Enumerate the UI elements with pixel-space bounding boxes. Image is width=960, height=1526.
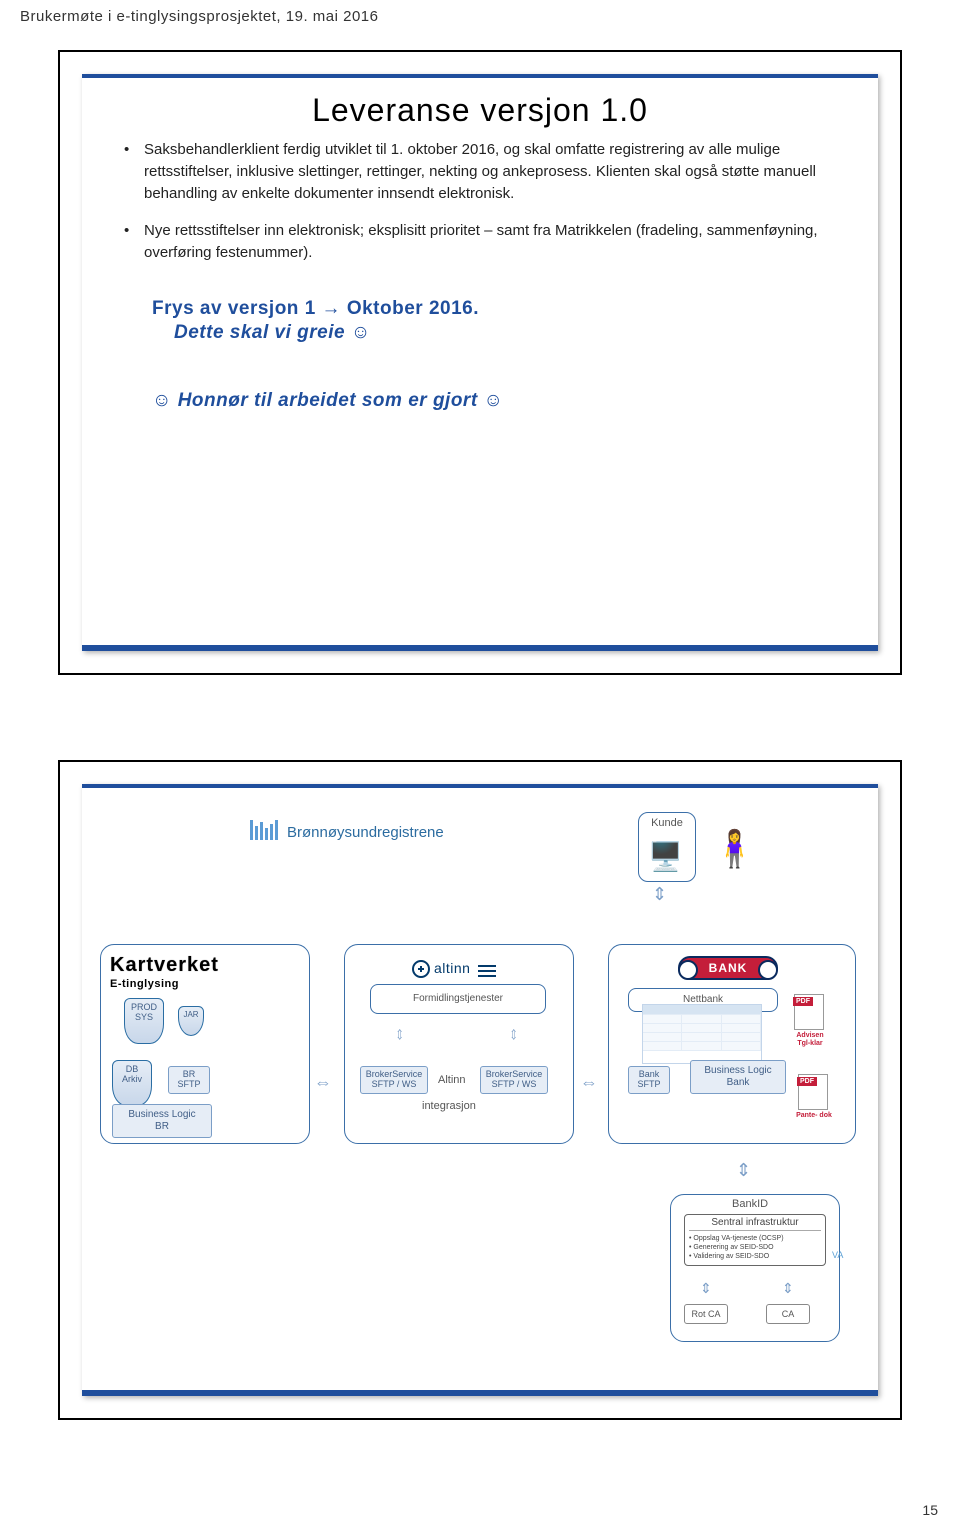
bl-bank-box: Business Logic Bank <box>690 1060 786 1094</box>
computer-icon: 🖥️ <box>648 840 683 873</box>
kartverket-sub: E-tinglysing <box>110 978 179 990</box>
broker1-label: BrokerService SFTP / WS <box>366 1069 423 1089</box>
bronnoy-label: Brønnøysundregistrene <box>287 824 444 841</box>
slide1-frame: Leveranse versjon 1.0 Saksbehandlerklien… <box>82 74 878 651</box>
kunde-label: Kunde <box>639 817 695 829</box>
arrow-altinn-internal2-icon: ⇔ <box>505 1026 526 1044</box>
prod-sys-db: PROD SYS <box>124 998 164 1044</box>
broker2-box: BrokerService SFTP / WS <box>480 1066 548 1094</box>
page-header: Brukermøte i e-tinglysingsprosjektet, 19… <box>20 8 378 25</box>
slide-1: Leveranse versjon 1.0 Saksbehandlerklien… <box>58 50 902 675</box>
bullet-2: Nye rettsstiftelser inn elektronisk; eks… <box>122 220 838 264</box>
db-arkiv: DB Arkiv <box>112 1060 152 1106</box>
sentral-title: Sentral infrastruktur <box>689 1217 821 1231</box>
sentral-item-3: Validering av SEID-SDO <box>689 1252 821 1261</box>
bankid-label: BankID <box>732 1198 768 1210</box>
bullet-1: Saksbehandlerklient ferdig utviklet til … <box>122 139 838 204</box>
pdf2-label: Pante- dok <box>794 1112 834 1120</box>
bank-sftp-label: Bank SFTP <box>637 1069 660 1089</box>
bottom-strip <box>82 1390 878 1396</box>
formidling-box: Formidlingstjenester <box>370 984 546 1014</box>
smiley-icon: ☺ <box>483 390 503 411</box>
honnor-text: Honnør til arbeidet som er gjort <box>178 390 478 411</box>
frys-sub-text: Dette skal vi greie <box>174 322 345 343</box>
bl-br-label: Business Logic BR <box>128 1109 195 1132</box>
bl-br-box: Business Logic BR <box>112 1104 212 1138</box>
top-strip <box>82 784 878 788</box>
frys-sub: Dette skal vi greie ☺ <box>174 322 878 344</box>
arrow-altinn-internal-icon: ⇔ <box>391 1026 412 1044</box>
smiley-icon: ☺ <box>351 322 371 343</box>
pdf1-icon <box>794 994 824 1030</box>
pdf2-icon <box>798 1074 828 1110</box>
broker2-label: BrokerService SFTP / WS <box>486 1069 543 1089</box>
slide2-frame: Brønnøysundregistrene Kunde 🖥️ 🧍‍♀️ Kart… <box>82 784 878 1396</box>
arrow-kunde-bank-icon: ⇕ <box>652 884 667 905</box>
altinn-lines-icon <box>478 962 496 980</box>
db-arkiv-label: DB Arkiv <box>122 1064 142 1084</box>
bl-bank-label: Business Logic Bank <box>704 1065 771 1088</box>
broker1-box: BrokerService SFTP / WS <box>360 1066 428 1094</box>
altinn-mid-label: Altinn <box>438 1074 466 1086</box>
sentral-list: Oppslag VA-tjeneste (OCSP) Generering av… <box>689 1234 821 1261</box>
person-icon: 🧍‍♀️ <box>712 828 757 870</box>
sentral-item-1: Oppslag VA-tjeneste (OCSP) <box>689 1234 821 1243</box>
altinn-logo: altinn <box>412 960 470 978</box>
bullet-list: Saksbehandlerklient ferdig utviklet til … <box>82 139 878 264</box>
arrow-altinn-bank-icon: ⇔ <box>580 1072 598 1093</box>
bank-logo: BANK <box>678 956 778 980</box>
frys-text: Frys av versjon 1 <box>152 298 316 319</box>
page-number: 15 <box>922 1502 938 1518</box>
bronnoy-logo-icon <box>250 820 278 840</box>
arrow-rotca-icon: ⇕ <box>700 1280 712 1297</box>
sentral-item-2: Generering av SEID-SDO <box>689 1243 821 1252</box>
formidling-label: Formidlingstjenester <box>413 993 503 1004</box>
sentral-box: Sentral infrastruktur Oppslag VA-tjenest… <box>684 1214 826 1266</box>
br-sftp-label: BR SFTP <box>177 1069 200 1089</box>
frys-target: Oktober 2016. <box>347 298 479 319</box>
top-strip <box>82 74 878 78</box>
jar-label: JAR <box>183 1010 198 1019</box>
smiley-icon: ☺ <box>152 390 172 411</box>
ca-box: CA <box>766 1304 810 1324</box>
honnor-line: ☺ Honnør til arbeidet som er gjort ☺ <box>152 390 878 412</box>
slide-2: Brønnøysundregistrene Kunde 🖥️ 🧍‍♀️ Kart… <box>58 760 902 1420</box>
slide1-title: Leveranse versjon 1.0 <box>82 74 878 139</box>
arrow-icon: → <box>322 298 342 319</box>
bank-sftp-box: Bank SFTP <box>628 1066 670 1094</box>
br-sftp-box: BR SFTP <box>168 1066 210 1094</box>
integrasjon-label: integrasjon <box>422 1100 476 1112</box>
bottom-strip <box>82 645 878 651</box>
pdf1-label: Advisen Tgl-klar <box>790 1032 830 1047</box>
frys-line: Frys av versjon 1 → Oktober 2016. <box>152 298 878 320</box>
prod-sys-label: PROD SYS <box>131 1002 157 1022</box>
arrow-bank-bankid-icon: ⇕ <box>736 1160 751 1181</box>
nettbank-form-icon <box>642 1004 762 1064</box>
arrow-ca-icon: ⇕ <box>782 1280 794 1297</box>
arrow-kart-altinn-icon: ⇔ <box>314 1072 332 1093</box>
va-label: VA <box>832 1250 843 1260</box>
kartverket-title: Kartverket <box>110 954 219 977</box>
rot-ca-box: Rot CA <box>684 1304 728 1324</box>
